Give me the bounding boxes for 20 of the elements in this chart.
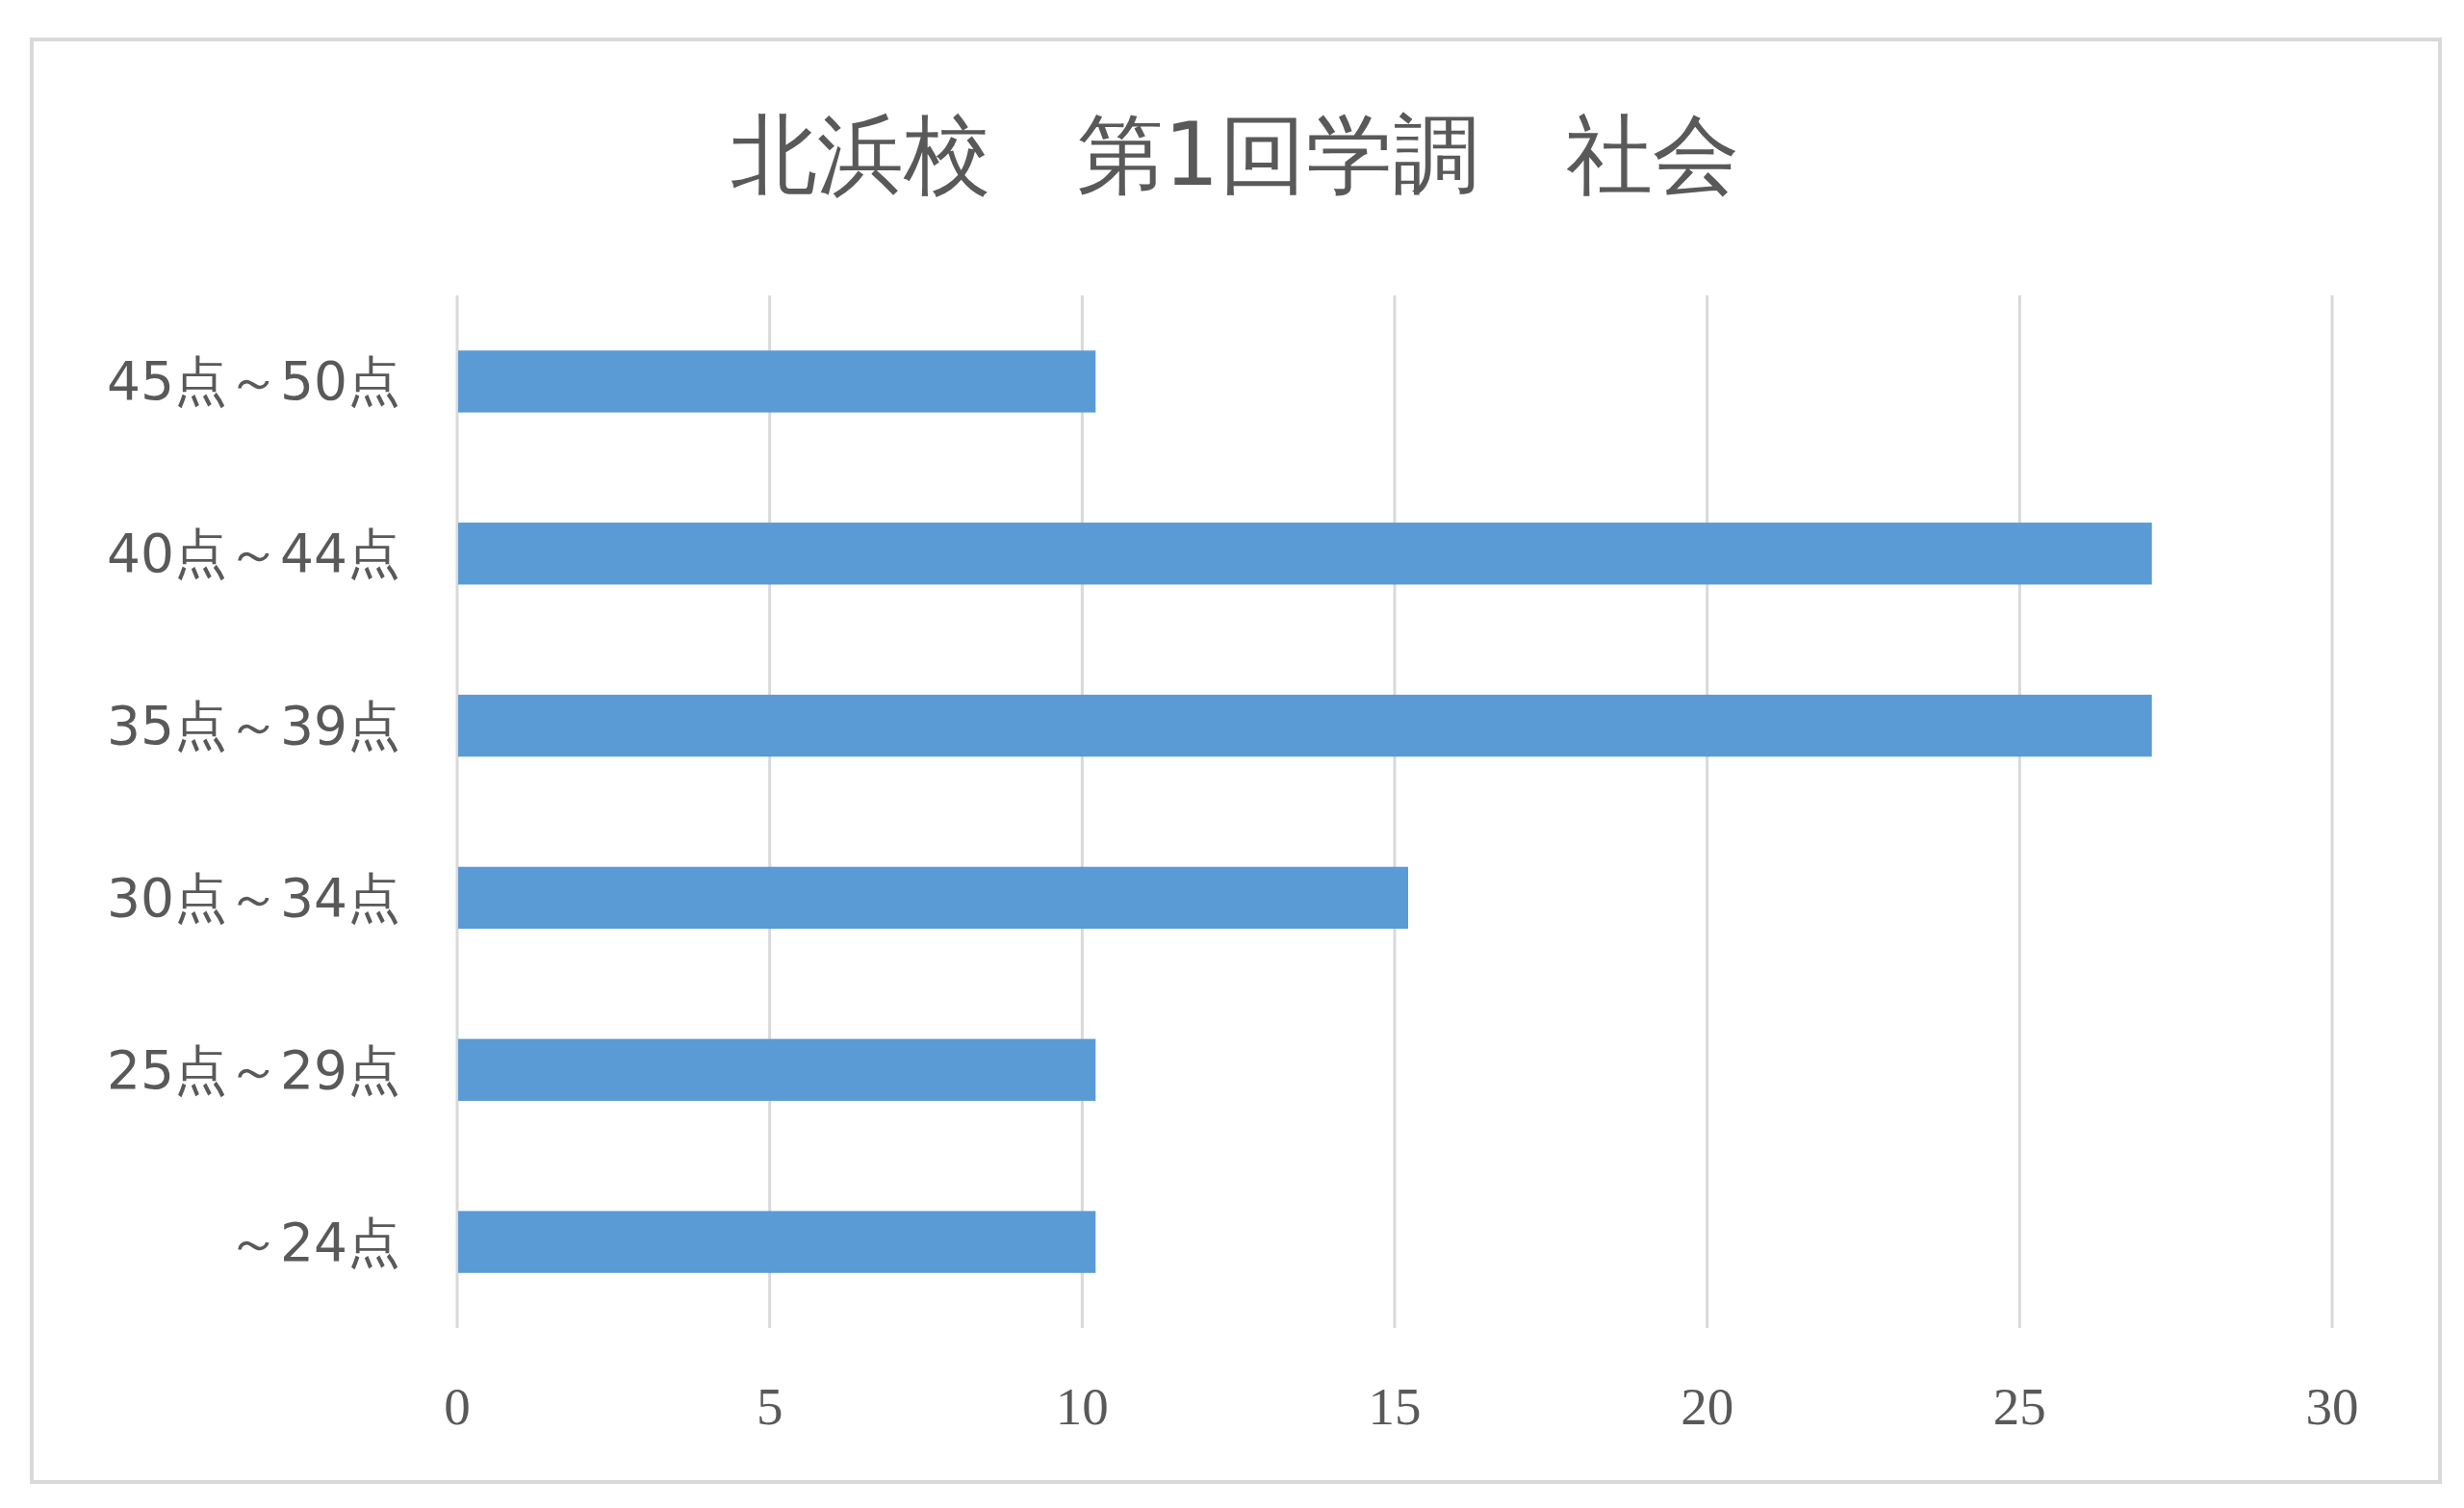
bar: [458, 523, 2152, 585]
y-tick-label: 35点～39点: [107, 695, 400, 757]
y-tick-label: 45点～50点: [107, 350, 400, 413]
x-tick-label: 30: [2305, 1377, 2359, 1436]
bar: [458, 1211, 1096, 1273]
chart-title: 北浜校 第1回学調 社会: [731, 104, 1739, 205]
bar: [458, 350, 1096, 413]
x-tick-label: 5: [756, 1377, 783, 1436]
x-tick-label: 15: [1368, 1377, 1422, 1436]
y-tick-label: 25点～29点: [107, 1038, 400, 1101]
bar: [458, 1038, 1096, 1101]
x-tick-label: 25: [1992, 1377, 2046, 1436]
x-tick-label: 0: [444, 1377, 471, 1436]
y-tick-label: 40点～44点: [107, 523, 400, 585]
y-tick-label: ～24点: [227, 1211, 400, 1273]
bar: [458, 866, 1408, 930]
bar: [458, 694, 2152, 757]
x-tick-label: 10: [1055, 1377, 1109, 1436]
x-tick-label: 20: [1681, 1377, 1734, 1436]
y-tick-label: 30点～34点: [107, 866, 400, 929]
